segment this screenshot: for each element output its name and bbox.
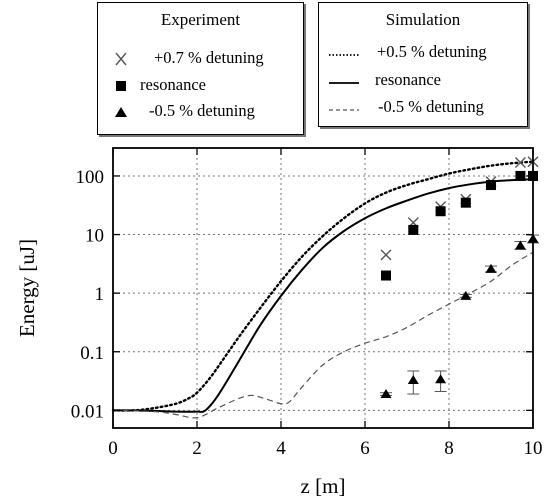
data-point-square xyxy=(515,170,526,181)
dashed-line-icon xyxy=(329,109,359,111)
axis-ticks: 0 2 4 6 8 10 0.01 0.1 1 10 100 xyxy=(71,148,543,459)
simulation-line-dotted xyxy=(111,160,535,412)
data-point-square xyxy=(435,206,446,217)
data-point-x xyxy=(514,156,526,168)
solid-line-icon xyxy=(329,82,359,84)
legend-experiment-entry: +0.7 % detuning xyxy=(98,47,303,71)
legend-entry-label: -0.5 % detuning xyxy=(378,97,484,116)
legend-experiment-entry: resonance xyxy=(98,74,303,98)
data-point-triangle xyxy=(514,240,526,250)
y-tick-label: 0.01 xyxy=(71,401,104,422)
x-tick-label: 4 xyxy=(276,438,286,459)
experiment-markers xyxy=(380,156,539,399)
data-point-x xyxy=(380,249,392,261)
data-point-triangle xyxy=(380,389,392,399)
data-point-square xyxy=(408,224,419,235)
y-tick-label: 10 xyxy=(85,226,104,247)
data-point-square xyxy=(460,197,471,208)
legend-simulation-entry: resonance xyxy=(319,69,527,93)
x-tick-label: 10 xyxy=(524,438,543,459)
x-tick-label: 0 xyxy=(108,438,118,459)
legend-simulation-entry: -0.5 % detuning xyxy=(319,96,527,120)
legend-entry-label: +0.7 % detuning xyxy=(154,48,264,67)
x-marker-icon xyxy=(115,52,127,66)
y-tick-label: 0.1 xyxy=(80,343,104,364)
x-tick-label: 6 xyxy=(360,438,370,459)
data-point-triangle xyxy=(407,374,419,384)
x-tick-label: 8 xyxy=(444,438,454,459)
legend-simulation: Simulation +0.5 % detuning resonance -0.… xyxy=(318,2,528,127)
data-point-triangle xyxy=(485,263,497,273)
legend-simulation-title: Simulation xyxy=(385,10,461,29)
dotted-line-icon xyxy=(329,54,359,56)
simulation-line-solid xyxy=(112,178,534,413)
square-marker-icon xyxy=(116,81,126,91)
legend-entry-label: resonance xyxy=(375,70,441,89)
y-tick-label: 100 xyxy=(76,167,105,188)
legend-simulation-entry: +0.5 % detuning xyxy=(319,41,527,65)
legend-experiment-entry: -0.5 % detuning xyxy=(98,100,303,124)
simulation-curves xyxy=(111,160,535,419)
plot-frame xyxy=(112,147,534,429)
legend-entry-label: -0.5 % detuning xyxy=(149,101,255,120)
legend-experiment-title: Experiment xyxy=(160,10,241,29)
legend-experiment: Experiment +0.7 % detuning resonance -0.… xyxy=(97,2,304,135)
x-tick-label: 2 xyxy=(192,438,202,459)
data-point-triangle xyxy=(460,290,472,300)
simulation-line-dashed xyxy=(112,251,534,419)
data-point-triangle xyxy=(435,374,447,384)
triangle-marker-icon xyxy=(115,107,127,117)
grid xyxy=(113,148,533,428)
legend-entry-label: +0.5 % detuning xyxy=(377,42,487,61)
y-axis-label: Energy [uJ] xyxy=(15,239,39,337)
legend-entry-label: resonance xyxy=(140,75,206,94)
y-tick-label: 1 xyxy=(95,284,105,305)
data-point-square xyxy=(381,270,391,281)
data-point-square xyxy=(486,180,496,191)
x-axis-label: z [m] xyxy=(301,474,346,498)
